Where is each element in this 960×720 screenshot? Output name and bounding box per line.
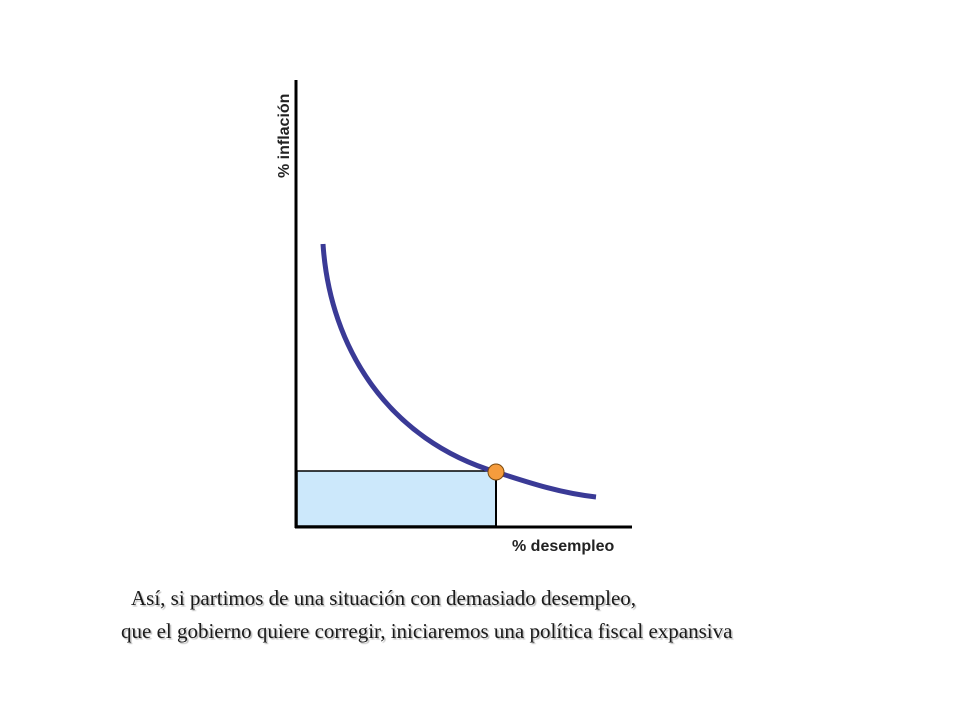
current-situation-area <box>296 470 497 527</box>
phillips-curve <box>320 243 597 500</box>
caption-line-2: que el gobierno quiere corregir, iniciar… <box>121 619 733 643</box>
y-axis-label: % inflación <box>276 94 293 178</box>
x-axis-label: % desempleo <box>512 538 614 555</box>
caption-line-1: Así, si partimos de una situación con de… <box>131 586 637 610</box>
current-point-marker <box>487 463 505 481</box>
